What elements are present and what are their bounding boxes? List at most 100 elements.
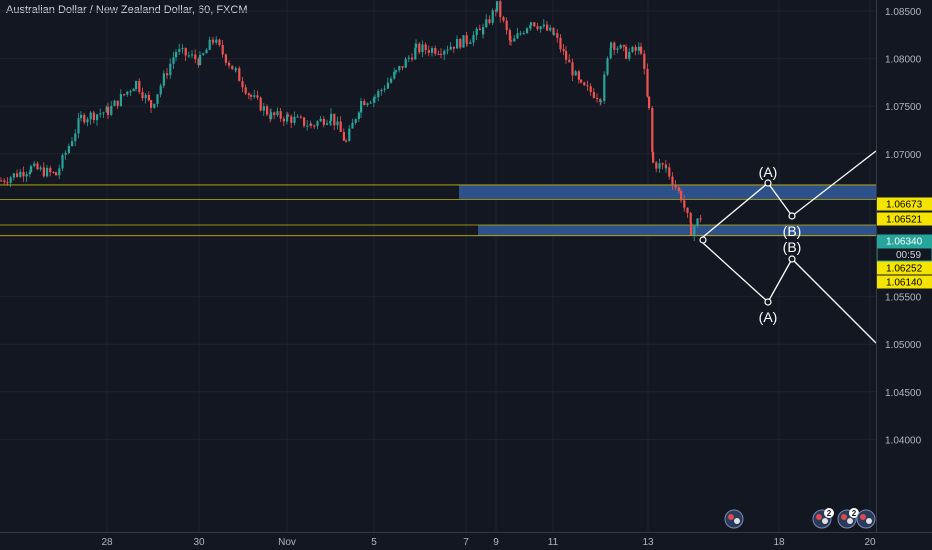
horizontal-levels[interactable]	[0, 184, 876, 237]
supply-demand-zones[interactable]	[459, 184, 876, 236]
candle-body	[377, 91, 380, 98]
candle-body	[3, 180, 6, 183]
wave-anchor-point[interactable]	[764, 179, 772, 187]
candle-body	[316, 121, 319, 126]
chart-title: Australian Dollar / New Zealand Dollar, …	[6, 4, 248, 16]
time-tick-label: 18	[773, 537, 785, 548]
candle-body	[313, 125, 316, 127]
candle-body	[552, 27, 555, 35]
candle-body	[652, 151, 655, 163]
price-axis-divider	[876, 0, 877, 532]
upper-zone[interactable]	[459, 184, 876, 200]
news-event-icon[interactable]	[856, 509, 876, 529]
wave-projections[interactable]	[699, 150, 877, 344]
lower-zone[interactable]	[478, 225, 876, 236]
upper-wave-line[interactable]	[702, 150, 877, 238]
candle-body	[303, 117, 306, 126]
time-tick-label: 30	[193, 537, 205, 548]
time-tick-label: Nov	[278, 537, 296, 548]
candle-body	[674, 184, 677, 188]
candle-body	[61, 154, 64, 169]
candle-body	[345, 140, 348, 142]
candle-body	[262, 106, 265, 111]
candle-body	[342, 131, 345, 141]
candle-body	[360, 101, 363, 113]
news-event-icon[interactable]	[724, 509, 744, 529]
candle-body	[77, 118, 80, 134]
candle-body	[603, 74, 606, 102]
badge-count: 2	[827, 509, 832, 518]
candle-body	[446, 49, 449, 51]
candle-body	[107, 106, 110, 115]
candle-body	[175, 51, 178, 58]
time-tick-label: 7	[463, 537, 469, 548]
candle-body	[36, 163, 39, 170]
candle-body	[270, 112, 273, 119]
candle-body	[565, 50, 568, 60]
candle-body	[589, 86, 592, 93]
badge-flag-dot	[816, 514, 822, 520]
candle-body	[296, 116, 299, 118]
candle-body	[113, 100, 116, 106]
candle-body	[290, 116, 293, 123]
candle-body	[577, 71, 580, 80]
candle-body	[519, 33, 522, 35]
candle-body	[380, 89, 383, 92]
candle-body	[153, 103, 156, 108]
candle-body	[46, 167, 49, 177]
candle-body	[443, 50, 446, 55]
candle-body	[609, 47, 612, 59]
candle-body	[622, 45, 625, 47]
candle-body	[191, 54, 194, 56]
badge-flag-dot	[822, 518, 828, 524]
wave-anchor-point[interactable]	[788, 212, 796, 220]
lower-wave-line[interactable]	[702, 242, 877, 344]
candle-body	[655, 162, 658, 169]
price-axis[interactable]: 1.08500 1.08000 1.07500 1.07000 1.05500 1.050…	[885, 7, 922, 446]
candle-body	[33, 163, 36, 167]
countdown-tag-bg	[876, 247, 932, 262]
price-tick-label: 1.07500	[885, 102, 922, 113]
news-event-icon[interactable]: 2	[837, 508, 859, 529]
candle-body	[549, 27, 552, 31]
candle-body	[574, 71, 577, 76]
candle-body	[686, 207, 689, 214]
price-tag-level-4-bg	[877, 275, 932, 289]
price-tag-level-2: 1.06521	[886, 215, 923, 226]
candle-body	[539, 26, 542, 30]
candle-body	[533, 22, 536, 27]
candle-body	[556, 33, 559, 38]
candle-body	[583, 82, 586, 86]
candle-body	[215, 39, 218, 43]
candle-body	[241, 81, 244, 88]
candle-body	[665, 167, 668, 169]
candle-body	[30, 166, 33, 173]
candle-body	[693, 226, 696, 236]
news-event-icon[interactable]: 2	[812, 508, 834, 529]
candle-body	[646, 68, 649, 97]
price-tick-label: 1.04000	[885, 435, 922, 446]
candle-body	[516, 33, 519, 39]
candle-body	[141, 91, 144, 99]
candle-body	[71, 141, 74, 147]
candle-body	[273, 112, 276, 116]
candle-body	[390, 78, 393, 83]
candle-body	[250, 94, 253, 97]
candle-body	[162, 73, 165, 86]
candle-body	[369, 102, 372, 104]
candle-body	[643, 53, 646, 69]
wave-anchor-point[interactable]	[699, 236, 707, 244]
candle-body	[526, 28, 529, 34]
wave-label-lower-a: (A)	[759, 309, 778, 325]
candle-body	[452, 46, 455, 49]
time-axis[interactable]: 28 30 Nov 5 7 9 11 13 18 20	[101, 537, 876, 548]
wave-anchor-point[interactable]	[788, 255, 796, 263]
time-tick-label: 11	[548, 537, 559, 548]
candle-body	[224, 54, 227, 63]
candle-body	[169, 63, 172, 76]
price-tag-level-1-bg	[877, 197, 932, 211]
wave-anchor-point[interactable]	[764, 298, 772, 306]
candle-body	[159, 85, 162, 95]
